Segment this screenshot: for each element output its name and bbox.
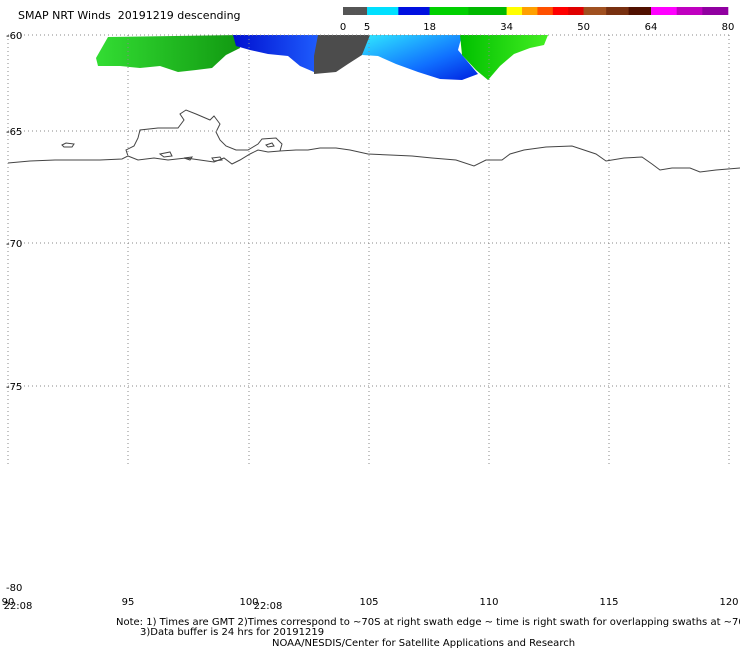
island-1 (61, 142, 75, 148)
legend-swatch (343, 7, 356, 15)
legend-swatch (506, 7, 523, 15)
coastline (7, 109, 740, 173)
legend-label: 5 (364, 22, 370, 33)
swath-cyan (362, 35, 478, 80)
legend-swatch (676, 7, 703, 15)
lon-label: 100 (239, 597, 258, 608)
legend-label: 18 (423, 22, 436, 33)
footer-note-1: Note: 1) Times are GMT 2)Times correspon… (116, 617, 740, 628)
legend-label: 64 (645, 22, 658, 33)
legend-swatch (522, 7, 538, 15)
island-4 (211, 156, 223, 162)
legend-swatch (583, 7, 607, 15)
footer-credit: NOAA/NESDIS/Center for Satellite Applica… (272, 638, 576, 649)
swath-green-east (460, 35, 548, 80)
swath-blue (233, 35, 322, 72)
legend-swatch (398, 7, 430, 15)
legend-swatch (552, 7, 569, 15)
legend-swatch (367, 7, 399, 15)
swath-green-west (96, 35, 240, 72)
island-2 (158, 151, 173, 158)
graticule (7, 34, 730, 465)
lon-label: 110 (479, 597, 498, 608)
coastline-inner (127, 149, 281, 165)
legend-label: 50 (577, 22, 590, 33)
lat-label: -80 (6, 583, 22, 594)
island-3 (183, 156, 194, 161)
wind-speed-legend: 0 5 18 34 50 64 80 (340, 7, 735, 33)
coastline-main (7, 109, 740, 173)
swath-gray (314, 35, 372, 74)
legend-swatch (628, 7, 652, 15)
footer-note-2: 3)Data buffer is 24 hrs for 20191219 (140, 627, 325, 638)
time-label: 22:08 (254, 601, 283, 612)
legend-label: 80 (722, 22, 735, 33)
lon-label: 105 (359, 597, 378, 608)
island-5 (265, 142, 275, 148)
time-label: 22:08 (4, 601, 33, 612)
lon-label: 90 (2, 597, 15, 608)
legend-swatch (651, 7, 677, 15)
map-title: SMAP NRT Winds 20191219 descending (18, 9, 241, 22)
lat-label: -70 (6, 239, 22, 250)
lat-label: -65 (6, 127, 22, 138)
legend-swatch (429, 7, 469, 15)
legend-swatch (537, 7, 554, 15)
legend-swatch (702, 7, 729, 15)
legend-swatch (355, 7, 368, 15)
legend-label: 34 (500, 22, 513, 33)
lon-label: 95 (122, 597, 135, 608)
map-labels: -60 -65 -70 -75 -80 90 95 100 105 110 115 120 22:08 2… (2, 31, 739, 612)
lat-label: -60 (6, 31, 22, 42)
legend-swatch (568, 7, 584, 15)
lon-label: 120 (719, 597, 738, 608)
legend-swatch (468, 7, 507, 15)
legend-label: 0 (340, 22, 346, 33)
lat-label: -75 (6, 382, 22, 393)
lon-label: 115 (599, 597, 618, 608)
legend-swatch (606, 7, 629, 15)
